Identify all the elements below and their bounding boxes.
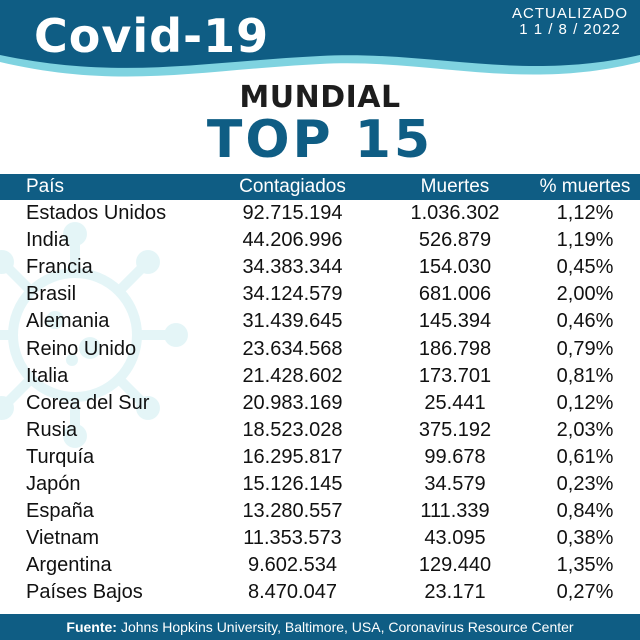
column-header-country: País [26, 176, 65, 197]
table-row: Argentina 9.602.534 129.440 1,35% [0, 552, 640, 579]
header-wave [0, 0, 640, 77]
deaths-cell: 43.095 [424, 527, 486, 550]
infected-cell: 18.523.028 [242, 418, 343, 441]
updated-block: ACTUALIZADO 1 1 / 8 / 2022 [512, 6, 628, 38]
country-cell: Rusia [26, 418, 78, 441]
infected-cell: 31.439.645 [242, 310, 343, 333]
deaths-cell: 34.579 [424, 472, 486, 495]
death-rate-cell: 1,19% [556, 229, 614, 252]
country-cell: España [26, 500, 94, 523]
table-row: Turquía 16.295.817 99.678 0,61% [0, 444, 640, 471]
country-cell: Corea del Sur [26, 391, 150, 414]
footer-label: Fuente: [66, 619, 117, 635]
deaths-cell: 1.036.302 [410, 202, 500, 225]
death-rate-cell: 1,35% [556, 554, 614, 577]
infected-cell: 92.715.194 [242, 202, 343, 225]
death-rate-cell: 1,12% [556, 202, 614, 225]
deaths-cell: 111.339 [420, 500, 490, 523]
country-cell: Alemania [26, 310, 110, 333]
infected-cell: 34.383.344 [242, 256, 343, 279]
infected-cell: 23.634.568 [242, 337, 343, 360]
infected-cell: 9.602.534 [248, 554, 337, 577]
death-rate-cell: 0,27% [556, 581, 614, 604]
table-row: Estados Unidos 92.715.194 1.036.302 1,12% [0, 200, 640, 227]
country-cell: Japón [26, 472, 81, 495]
deaths-cell: 154.030 [418, 256, 492, 279]
death-rate-cell: 2,03% [556, 418, 614, 441]
country-cell: Reino Unido [26, 337, 137, 360]
country-cell: Argentina [26, 554, 112, 577]
country-cell: Turquía [26, 445, 95, 468]
infected-cell: 34.124.579 [242, 283, 343, 306]
deaths-cell: 681.006 [418, 283, 492, 306]
app-title: Covid-19 [34, 9, 270, 63]
data-table: País Contagiados Muertes % muertes Estad… [0, 174, 640, 606]
column-header-deaths: Muertes [420, 176, 490, 197]
infected-cell: 15.126.145 [242, 472, 343, 495]
deaths-cell: 145.394 [418, 310, 492, 333]
country-cell: Francia [26, 256, 93, 279]
death-rate-cell: 2,00% [556, 283, 614, 306]
updated-date: 1 1 / 8 / 2022 [519, 21, 621, 38]
column-header-death-rate: % muertes [539, 176, 631, 197]
table-body: Estados Unidos 92.715.194 1.036.302 1,12% In… [0, 200, 640, 606]
country-cell: Vietnam [26, 527, 100, 550]
table-row: India 44.206.996 526.879 1,19% [0, 227, 640, 254]
deaths-cell: 99.678 [424, 445, 486, 468]
death-rate-cell: 0,46% [556, 310, 614, 333]
deaths-cell: 25.441 [424, 391, 486, 414]
table-row: Reino Unido 23.634.568 186.798 0,79% [0, 335, 640, 362]
table-row: España 13.280.557 111.339 0,84% [0, 498, 640, 525]
infected-cell: 16.295.817 [242, 445, 343, 468]
table-row: Italia 21.428.602 173.701 0,81% [0, 363, 640, 390]
table-row: Brasil 34.124.579 681.006 2,00% [0, 281, 640, 308]
death-rate-cell: 0,84% [556, 500, 614, 523]
table-row: Japón 15.126.145 34.579 0,23% [0, 471, 640, 498]
deaths-cell: 375.192 [418, 418, 492, 441]
updated-label: ACTUALIZADO [511, 5, 628, 22]
death-rate-cell: 0,61% [556, 445, 614, 468]
country-cell: Países Bajos [26, 581, 143, 604]
deaths-cell: 23.171 [424, 581, 486, 604]
country-cell: Brasil [26, 283, 77, 306]
infected-cell: 13.280.557 [242, 500, 343, 523]
table-row: Vietnam 11.353.573 43.095 0,38% [0, 525, 640, 552]
death-rate-cell: 0,81% [556, 364, 614, 387]
virus-icon [0, 222, 188, 448]
deaths-cell: 186.798 [418, 337, 492, 360]
footer-text: Johns Hopkins University, Baltimore, USA… [120, 619, 574, 635]
page-title: TOP 15 [206, 110, 434, 170]
country-cell: Italia [26, 364, 69, 387]
deaths-cell: 129.440 [418, 554, 492, 577]
table-row: Rusia 18.523.028 375.192 2,03% [0, 417, 640, 444]
infected-cell: 20.983.169 [242, 391, 343, 414]
death-rate-cell: 0,45% [556, 256, 614, 279]
death-rate-cell: 0,79% [556, 337, 614, 360]
table-row: Francia 34.383.344 154.030 0,45% [0, 254, 640, 281]
country-cell: India [26, 229, 70, 252]
subtitle: MUNDIAL [239, 80, 401, 115]
deaths-cell: 173.701 [418, 364, 492, 387]
table-row: Alemania 31.439.645 145.394 0,46% [0, 308, 640, 335]
death-rate-cell: 0,38% [556, 527, 614, 550]
header-banner: Covid-19 ACTUALIZADO 1 1 / 8 / 2022 [0, 0, 640, 86]
death-rate-cell: 0,12% [556, 391, 614, 414]
infected-cell: 21.428.602 [242, 364, 343, 387]
table-row: Corea del Sur 20.983.169 25.441 0,12% [0, 390, 640, 417]
country-cell: Estados Unidos [26, 202, 167, 225]
death-rate-cell: 0,23% [556, 472, 614, 495]
footer-source: Fuente: Johns Hopkins University, Baltim… [0, 614, 640, 640]
infected-cell: 11.353.573 [243, 527, 342, 550]
table-row: Países Bajos 8.470.047 23.171 0,27% [0, 579, 640, 606]
infected-cell: 8.470.047 [248, 581, 337, 604]
column-header-infected: Contagiados [239, 176, 346, 197]
deaths-cell: 526.879 [418, 229, 492, 252]
table-header: País Contagiados Muertes % muertes [0, 174, 640, 200]
infected-cell: 44.206.996 [242, 229, 343, 252]
